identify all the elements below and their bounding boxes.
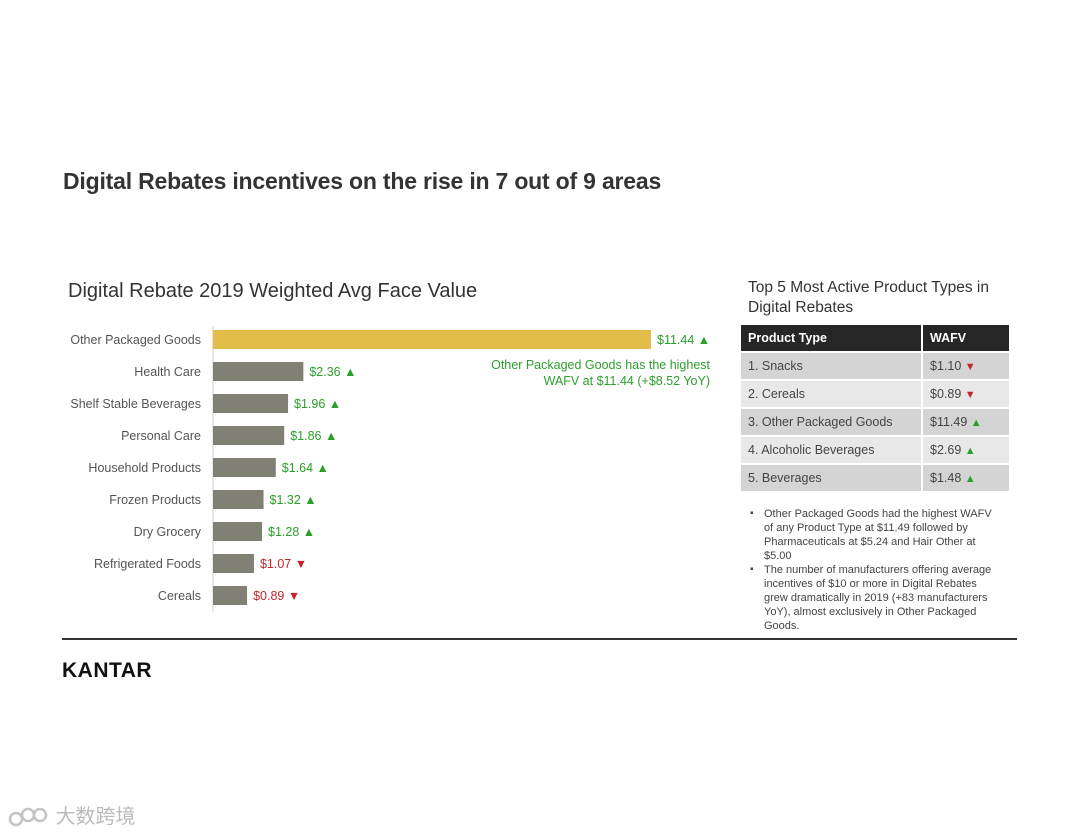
row-product-type: 1. Snacks: [741, 351, 923, 380]
row-wafv-cell: $0.89 ▼: [922, 379, 1009, 408]
data-label: $1.96 ▲: [294, 397, 341, 411]
watermark: 大数跨境: [8, 800, 136, 831]
data-label: $0.89 ▼: [253, 589, 300, 603]
header-product-type: Product Type: [741, 325, 923, 352]
category-label: Household Products: [88, 461, 201, 475]
row-wafv-cell: $11.49 ▲: [922, 407, 1009, 436]
divider: [62, 638, 1017, 640]
up-arrow-icon: ▲: [964, 473, 976, 485]
row-wafv-cell: $2.69 ▲: [922, 435, 1009, 464]
row-product-type: 4. Alcoholic Beverages: [741, 435, 923, 464]
row-wafv: $0.89: [930, 387, 962, 401]
category-label: Cereals: [158, 589, 201, 603]
row-wafv-cell: $1.10 ▼: [922, 351, 1009, 380]
bar: [213, 330, 651, 349]
chart-title: Digital Rebate 2019 Weighted Avg Face Va…: [68, 280, 478, 302]
watermark-text: 大数跨境: [55, 806, 136, 828]
category-label: Shelf Stable Beverages: [70, 397, 201, 411]
row-wafv: $1.10: [930, 359, 962, 373]
row-product-type: 2. Cereals: [741, 379, 923, 408]
category-label: Other Packaged Goods: [70, 333, 201, 347]
bar: [213, 394, 289, 413]
down-arrow-icon: ▼: [964, 389, 976, 401]
row-wafv-cell: $1.48 ▲: [922, 463, 1009, 491]
row-product-type: 5. Beverages: [741, 463, 923, 491]
watermark-logo-icon: [8, 807, 48, 826]
data-label: $1.07 ▼: [260, 557, 307, 571]
bar: [213, 458, 276, 477]
chart-annotation: Other Packaged Goods has the highest WAF…: [491, 358, 710, 388]
up-arrow-icon: ▲: [964, 445, 976, 457]
bar: [213, 586, 248, 605]
table-row: 3. Other Packaged Goods $11.49 ▲: [741, 407, 1009, 436]
row-wafv: $1.48: [930, 471, 962, 485]
table-row: 2. Cereals $0.89 ▼: [741, 379, 1009, 408]
table-title: Top 5 Most Active Product Types in Digit…: [748, 279, 989, 316]
category-label: Personal Care: [121, 429, 201, 443]
category-label: Frozen Products: [109, 493, 201, 507]
data-label: $11.44 ▲: [657, 333, 710, 347]
category-label: Health Care: [134, 365, 201, 379]
row-wafv: $2.69: [930, 443, 962, 457]
row-product-type: 3. Other Packaged Goods: [741, 407, 923, 436]
table-row: 1. Snacks $1.10 ▼: [741, 351, 1009, 380]
page-headline: Digital Rebates incentives on the rise i…: [63, 168, 662, 194]
row-wafv: $11.49: [930, 415, 968, 429]
data-label: $1.32 ▲: [270, 493, 317, 507]
down-arrow-icon: ▼: [964, 361, 976, 373]
table-row: 5. Beverages $1.48 ▲: [741, 463, 1009, 491]
notes-list: Other Packaged Goods had the highest WAF…: [748, 507, 998, 633]
data-label: $2.36 ▲: [309, 365, 356, 379]
bar: [213, 362, 304, 381]
product-type-table: Product Type WAFV 1. Snacks $1.10 ▼ 2. C…: [741, 325, 1009, 491]
data-label: $1.28 ▲: [268, 525, 315, 539]
header-wafv: WAFV: [922, 325, 1009, 352]
kantar-logo: KANTAR: [62, 659, 153, 682]
bar: [213, 490, 264, 509]
data-label: $1.86 ▲: [290, 429, 337, 443]
table-row: 4. Alcoholic Beverages $2.69 ▲: [741, 435, 1009, 464]
bar: [213, 426, 285, 445]
data-label: $1.64 ▲: [282, 461, 329, 475]
category-label: Dry Grocery: [134, 525, 202, 539]
table-header-row: Product Type WAFV: [741, 325, 1009, 352]
bar: [213, 554, 254, 573]
note-item: Other Packaged Goods had the highest WAF…: [748, 507, 998, 563]
up-arrow-icon: ▲: [970, 417, 982, 429]
note-item: The number of manufacturers offering ave…: [748, 563, 998, 633]
bar: [213, 522, 263, 541]
category-label: Refrigerated Foods: [94, 557, 201, 571]
